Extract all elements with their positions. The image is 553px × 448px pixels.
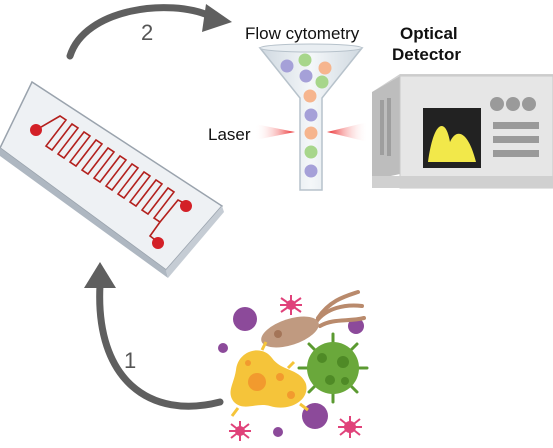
cell-orange [304,126,318,140]
cell-purple [299,69,313,83]
laser-label: Laser [208,125,251,144]
arrow-step-2 [66,4,232,60]
cell-green [304,145,318,159]
optical-detector-label-line2: Detector [392,45,461,64]
cell-green [315,75,329,89]
detector-slot [493,122,539,129]
step-1-label: 1 [124,348,136,373]
detector-knob [522,97,536,111]
amoeba-microbe [230,341,309,417]
inlet-port [30,124,42,136]
flow-cytometry-label: Flow cytometry [245,24,360,43]
cell-purple [304,108,318,122]
step-2-label: 2 [141,20,153,45]
cell-purple [304,164,318,178]
detector-knob [490,97,504,111]
bacillus-microbe [261,290,366,348]
microfluidic-chip-icon [0,80,224,278]
cell-orange [318,61,332,75]
serpentine-channel [35,115,187,224]
detector-slot [493,150,539,157]
outlet-port [180,200,192,212]
funnel-icon [258,43,364,191]
detector-knob [506,97,520,111]
arrow-step-1 [84,262,224,410]
optical-detector-label-line1: Optical [400,24,458,43]
laser-beam-icon [255,122,368,142]
detector-slot [493,136,539,143]
virus-microbe [297,332,369,404]
cell-green [298,53,312,67]
signal-peaks [428,125,476,162]
outlet-port [152,237,164,249]
cell-purple [280,59,294,73]
microbes-icon [218,290,369,441]
optical-detector-icon [372,74,553,189]
cell-orange [303,89,317,103]
